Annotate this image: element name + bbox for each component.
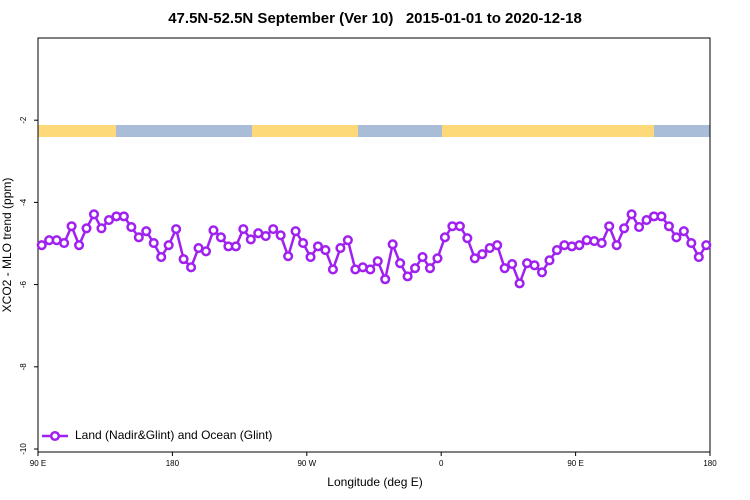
data-point [290, 226, 301, 237]
data-point [424, 263, 436, 274]
data-point [544, 255, 555, 266]
x-tick-label: 180 [166, 459, 180, 468]
data-point [387, 239, 398, 250]
data-point [327, 264, 338, 275]
data-point [96, 223, 107, 234]
data-point [462, 233, 473, 244]
data-point [395, 258, 406, 269]
data-point [678, 226, 689, 237]
data-point [536, 267, 548, 278]
data-point [417, 252, 428, 263]
data-point [402, 271, 413, 282]
data-point [163, 240, 174, 251]
data-point [626, 209, 637, 220]
data-point [693, 252, 704, 263]
data-point [36, 240, 47, 251]
y-tick-label: -2 [19, 116, 28, 124]
data-point [215, 232, 226, 243]
data-point [88, 209, 100, 220]
data-point [551, 245, 562, 256]
legend-marker [49, 430, 61, 442]
data-point [619, 223, 630, 234]
data-point [208, 225, 219, 236]
data-point [103, 215, 114, 226]
data-point [118, 211, 129, 222]
data-point [126, 222, 137, 233]
data-point [641, 215, 652, 226]
data-point [238, 224, 249, 235]
y-tick-label: -10 [19, 443, 28, 455]
data-point [335, 242, 346, 254]
data-point [372, 256, 383, 267]
data-point [59, 238, 70, 249]
data-point [81, 223, 92, 234]
legend-label: Land (Nadir&Glint) and Ocean (Glint) [75, 428, 272, 442]
y-tick-label: -6 [19, 280, 28, 288]
data-point [275, 230, 286, 241]
x-tick-label: 90 E [30, 459, 46, 468]
data-point [477, 249, 488, 260]
data-point [439, 232, 450, 243]
data-point [171, 224, 182, 235]
data-point [230, 241, 241, 252]
data-point [671, 232, 682, 243]
data-point [469, 253, 480, 264]
data-point [656, 211, 667, 222]
x-tick-label: 0 [439, 459, 444, 468]
data-point [283, 251, 294, 262]
data-point [200, 246, 212, 257]
map-strip [38, 125, 710, 137]
x-tick-label: 180 [703, 459, 717, 468]
data-point [686, 238, 697, 249]
data-point [268, 224, 279, 235]
data-point [604, 221, 615, 232]
data-point [701, 240, 712, 251]
data-point [260, 231, 271, 242]
data-point [66, 221, 77, 232]
data-point [611, 240, 622, 251]
data-point [178, 254, 189, 265]
data-point [410, 263, 421, 274]
data-point [596, 238, 607, 249]
data-point [634, 222, 645, 233]
y-tick-label: -4 [19, 198, 28, 206]
y-tick-label: -8 [19, 363, 28, 371]
data-point [365, 264, 376, 275]
x-tick-label: 90 E [567, 459, 583, 468]
data-point [133, 232, 144, 243]
plot-frame [37, 37, 711, 453]
data-point [380, 274, 391, 285]
data-point [574, 240, 585, 251]
x-axis-label: Longitude (deg E) [327, 475, 422, 489]
data-point [454, 221, 465, 232]
data-point [432, 253, 443, 264]
data-point [148, 238, 159, 249]
data-point [342, 235, 353, 246]
data-point [298, 238, 309, 249]
data-point [312, 241, 324, 252]
x-tick-label: 90 W [297, 459, 316, 468]
data-point [507, 259, 518, 270]
data-point [663, 221, 674, 232]
data-point [529, 260, 540, 271]
data-point [74, 240, 85, 251]
data-point [514, 278, 525, 289]
data-point [320, 245, 331, 256]
chart-title: 47.5N-52.5N September (Ver 10) 2015-01-0… [168, 10, 582, 27]
data-point [156, 252, 167, 263]
y-axis-label: XCO2 - MLO trend (ppm) [0, 178, 14, 313]
data-point [141, 226, 152, 237]
data-point [245, 234, 256, 245]
data-point [186, 262, 197, 273]
data-point [492, 240, 503, 251]
data-point [305, 252, 316, 263]
data-point [499, 263, 510, 274]
